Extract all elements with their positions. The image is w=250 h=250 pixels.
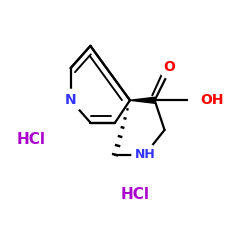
Text: HCl: HCl [16,132,46,147]
Text: OH: OH [200,93,224,107]
Text: HCl: HCl [120,187,150,202]
Polygon shape [130,97,155,103]
Text: O: O [164,60,175,74]
Text: NH: NH [134,148,155,161]
Text: N: N [65,93,76,107]
